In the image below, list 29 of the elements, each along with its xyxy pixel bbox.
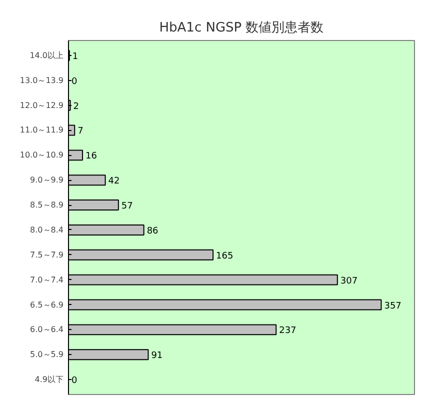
data-label: 57	[121, 202, 133, 212]
y-tick-label: 7.5～7.9	[30, 250, 64, 260]
data-label: 357	[384, 301, 402, 312]
y-tick-label: 13.0～13.9	[20, 76, 64, 85]
data-label: 1	[72, 52, 78, 62]
data-label: 307	[340, 276, 358, 286]
data-label: 7	[78, 126, 84, 137]
y-tick-label: 12.0～12.9	[20, 100, 64, 110]
data-label: 165	[216, 251, 234, 262]
data-label: 86	[146, 226, 159, 236]
y-tick-label: 14.0以上	[30, 50, 64, 60]
y-tick-label: 6.0～6.4	[30, 325, 64, 334]
y-tick-label: 11.0～11.9	[20, 126, 64, 135]
data-label: 16	[86, 152, 98, 162]
chart-title: HbA1c NGSP 数値別患者数	[159, 20, 324, 36]
data-label: 0	[72, 76, 78, 87]
data-label: 91	[151, 351, 163, 362]
data-label: 2	[73, 102, 79, 112]
y-tick-label: 6.5～6.9	[30, 300, 64, 310]
y-tick-label: 4.9以下	[34, 375, 64, 384]
y-tick-label: 7.0～7.4	[30, 275, 64, 284]
data-label: 237	[279, 326, 296, 336]
y-tick-label: 5.0～5.9	[30, 350, 64, 360]
y-tick-label: 10.0～10.9	[20, 150, 64, 160]
y-tick-label: 8.5～8.9	[30, 200, 64, 210]
y-tick-label: 9.0～9.9	[30, 176, 64, 185]
y-tick-label: 8.0～8.4	[30, 225, 64, 234]
data-label: 0	[72, 376, 78, 386]
data-label: 42	[108, 176, 120, 187]
